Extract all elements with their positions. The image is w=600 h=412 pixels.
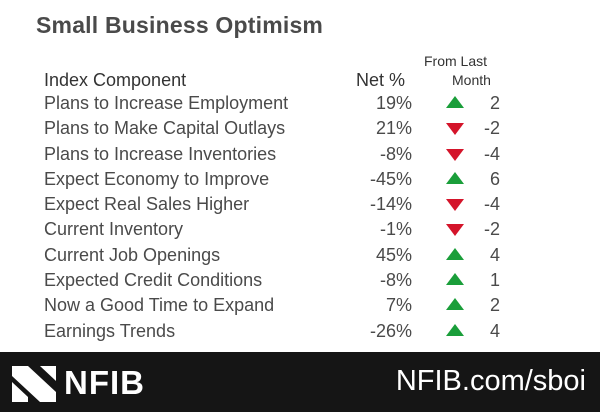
column-header-component: Index Component (44, 70, 187, 90)
table-row: Expect Real Sales Higher -14% -4 (0, 192, 600, 217)
footer-url[interactable]: NFIB.com/sboi (395, 365, 586, 397)
row-change: 1 (489, 270, 500, 291)
row-net: -14% (369, 194, 412, 215)
change-arrow-icon (446, 224, 464, 237)
change-arrow-icon (446, 123, 464, 136)
table-row: Expected Credit Conditions -8% 1 (0, 268, 600, 293)
table-row: Earnings Trends -26% 4 (0, 319, 600, 344)
row-net: 45% (375, 244, 412, 265)
change-arrow-icon (446, 171, 464, 184)
index-table: Plans to Increase Employment 19% 2 Plans… (0, 91, 600, 344)
row-component: Earnings Trends (44, 320, 176, 341)
row-change: 2 (489, 295, 500, 316)
row-change: -4 (483, 194, 500, 215)
column-header-change-line2: Month (452, 72, 491, 88)
row-component: Expect Real Sales Higher (44, 194, 250, 215)
table-row: Plans to Increase Employment 19% 2 (0, 91, 600, 116)
row-change: -4 (483, 143, 500, 164)
change-arrow-icon (446, 199, 464, 212)
table-row: Current Inventory -1% -2 (0, 217, 600, 242)
row-net: 21% (375, 118, 412, 139)
change-arrow-icon (446, 323, 464, 336)
row-change: 4 (489, 320, 500, 341)
row-component: Plans to Increase Inventories (44, 143, 277, 164)
change-arrow-icon (446, 96, 464, 108)
row-net: 7% (385, 295, 412, 316)
change-arrow-icon (446, 273, 464, 286)
table-row: Plans to Increase Inventories -8% -4 (0, 142, 600, 167)
row-change: 4 (489, 244, 500, 265)
row-component: Current Inventory (44, 219, 184, 240)
brand-name: NFIB (64, 364, 145, 401)
row-change: 2 (489, 93, 500, 113)
table-row: Expect Economy to Improve -45% 6 (0, 167, 600, 192)
page-title: Small Business Optimism (36, 12, 324, 38)
row-net: -45% (369, 168, 412, 189)
row-net: 19% (375, 93, 412, 113)
row-component: Current Job Openings (44, 244, 221, 265)
change-arrow-icon (446, 247, 464, 260)
table-row: Current Job Openings 45% 4 (0, 243, 600, 268)
row-net: -26% (369, 320, 412, 341)
row-net: -1% (379, 219, 412, 240)
row-net: -8% (379, 270, 412, 291)
column-header-net: Net % (356, 70, 406, 90)
row-change: -2 (483, 118, 500, 139)
row-component: Plans to Make Capital Outlays (44, 118, 286, 139)
change-arrow-icon (446, 148, 464, 161)
row-change: -2 (483, 219, 500, 240)
row-component: Plans to Increase Employment (44, 93, 289, 113)
table-row: Now a Good Time to Expand 7% 2 (0, 293, 600, 318)
row-change: 6 (489, 168, 500, 189)
column-header-change-line1: From Last (424, 53, 488, 69)
footer-banner: NFIB NFIB.com/sboi (0, 352, 600, 412)
change-arrow-icon (446, 298, 464, 311)
nfib-logo-icon (12, 366, 56, 402)
row-net: -8% (379, 143, 412, 164)
row-component: Expect Economy to Improve (44, 168, 270, 189)
table-row: Plans to Make Capital Outlays 21% -2 (0, 116, 600, 141)
row-component: Expected Credit Conditions (44, 270, 263, 291)
row-component: Now a Good Time to Expand (44, 295, 275, 316)
